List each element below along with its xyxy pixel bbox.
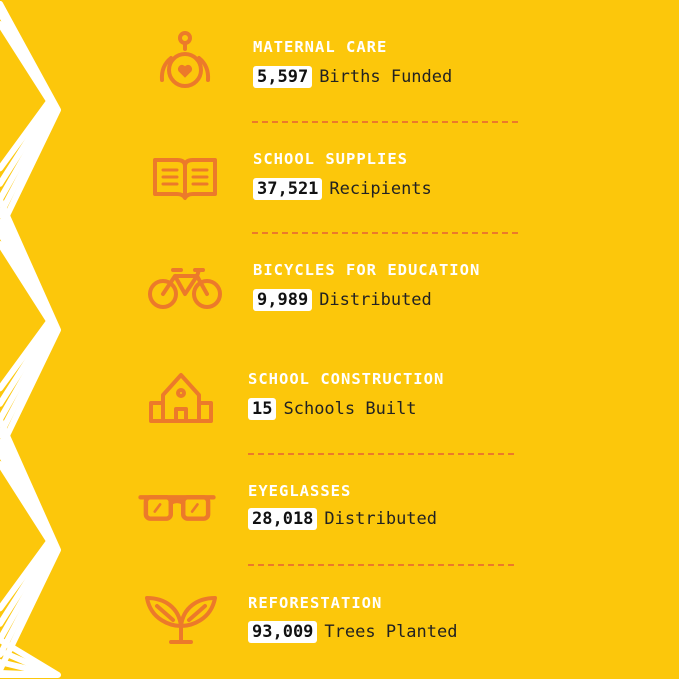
school-building-icon	[149, 373, 213, 423]
item-stat: 9,989 Distributed	[253, 289, 432, 311]
sprout-leaves-icon	[145, 596, 217, 644]
mother-baby-heart-icon	[159, 31, 211, 88]
item-number: 5,597	[253, 66, 313, 88]
item-stat: 28,018 Distributed	[248, 508, 437, 530]
pattern-lines	[0, 1, 61, 678]
dashed-divider	[252, 232, 518, 234]
item-number: 93,009	[248, 621, 318, 643]
bicycle-icon	[148, 268, 222, 309]
item-number: 15	[248, 398, 277, 420]
item-stat: 15 Schools Built	[248, 398, 417, 420]
item-stat: 5,597 Births Funded	[253, 66, 452, 88]
item-title: REFORESTATION	[248, 594, 383, 612]
dashed-divider	[248, 453, 514, 455]
item-number: 9,989	[253, 289, 313, 311]
item-title: MATERNAL CARE	[253, 38, 388, 56]
item-stat: 37,521 Recipients	[253, 178, 432, 200]
item-label: Distributed	[324, 509, 438, 529]
item-title: BICYCLES FOR EDUCATION	[253, 261, 481, 279]
item-label: Births Funded	[319, 67, 453, 87]
item-label: Distributed	[319, 290, 432, 310]
dashed-divider	[248, 564, 514, 566]
item-label: Schools Built	[283, 399, 417, 419]
item-title: EYEGLASSES	[248, 482, 352, 500]
item-title: SCHOOL SUPPLIES	[253, 150, 408, 168]
item-label: Recipients	[329, 179, 432, 199]
item-title: SCHOOL CONSTRUCTION	[248, 370, 445, 388]
item-stat: 93,009 Trees Planted	[248, 621, 457, 643]
dashed-divider	[252, 121, 518, 123]
item-label: Trees Planted	[324, 622, 458, 642]
item-number: 28,018	[248, 508, 318, 530]
open-book-icon	[153, 158, 217, 200]
item-number: 37,521	[253, 178, 323, 200]
decorative-pattern	[0, 1, 61, 678]
eyeglasses-icon	[138, 495, 216, 521]
